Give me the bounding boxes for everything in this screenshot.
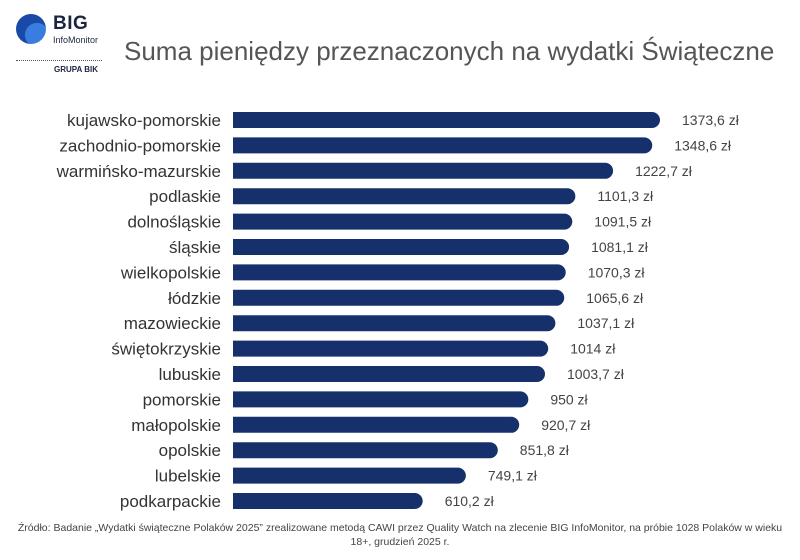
- category-label: pomorskie: [143, 390, 221, 409]
- category-label: wielkopolskie: [120, 263, 221, 282]
- bar-2: [233, 162, 614, 179]
- source-note: Źródło: Badanie „Wydatki świąteczne Pola…: [17, 522, 783, 548]
- bar-15: [233, 493, 423, 509]
- bar-11: [233, 391, 529, 408]
- value-label: 610,2 zł: [445, 493, 495, 509]
- logo-circle-icon: [16, 14, 46, 44]
- category-label: małopolskie: [131, 416, 221, 435]
- bar-12: [233, 416, 520, 433]
- value-label: 950 zł: [550, 391, 588, 407]
- bar-1: [233, 137, 653, 154]
- chart-title: Suma pieniędzy przeznaczonych na wydatki…: [124, 36, 775, 66]
- bar-5: [233, 239, 570, 255]
- logo-sub: InfoMonitor: [53, 35, 99, 45]
- category-label: mazowieckie: [124, 314, 221, 333]
- bar-6: [233, 264, 566, 281]
- logo-group: GRUPA BIK: [54, 65, 98, 74]
- category-label: lubelskie: [155, 467, 221, 486]
- category-label: opolskie: [159, 441, 221, 460]
- value-label: 1065,6 zł: [586, 290, 644, 306]
- category-label: podkarpackie: [120, 492, 221, 511]
- big-infomonitor-logo: BIG InfoMonitor GRUPA BIK: [14, 12, 104, 74]
- value-label: 1037,1 zł: [577, 315, 635, 331]
- category-label: kujawsko-pomorskie: [67, 111, 221, 130]
- value-label: 1003,7 zł: [567, 366, 625, 382]
- value-label: 920,7 zł: [541, 417, 591, 433]
- value-label: 1101,3 zł: [597, 188, 654, 204]
- category-label: zachodnio-pomorskie: [59, 136, 221, 155]
- value-label: 1081,1 zł: [591, 239, 649, 255]
- category-label: lubuskie: [159, 365, 221, 384]
- bar-8: [233, 315, 556, 332]
- category-label: podlaskie: [149, 187, 221, 206]
- category-label: warmińsko-mazurskie: [56, 162, 221, 181]
- bar-3: [233, 188, 576, 205]
- bar-9: [233, 340, 549, 357]
- bar-7: [233, 289, 565, 306]
- category-label: łódzkie: [168, 289, 221, 308]
- value-label: 1070,3 zł: [588, 264, 646, 280]
- category-label: śląskie: [169, 238, 221, 257]
- bar-4: [233, 213, 573, 230]
- bar-13: [233, 442, 498, 459]
- logo-brand: BIG: [53, 13, 89, 34]
- category-label: świętokrzyskie: [111, 340, 221, 359]
- bar-10: [233, 366, 546, 382]
- bar-0: [233, 112, 660, 128]
- value-label: 1373,6 zł: [682, 112, 740, 128]
- bar-14: [233, 467, 466, 484]
- category-label: dolnośląskie: [127, 213, 221, 232]
- value-label: 851,8 zł: [520, 442, 570, 458]
- logo-divider: [16, 60, 102, 61]
- value-label: 1091,5 zł: [594, 214, 652, 230]
- value-label: 1348,6 zł: [674, 137, 732, 153]
- value-label: 749,1 zł: [488, 468, 538, 484]
- value-label: 1014 zł: [570, 341, 616, 357]
- value-label: 1222,7 zł: [635, 163, 693, 179]
